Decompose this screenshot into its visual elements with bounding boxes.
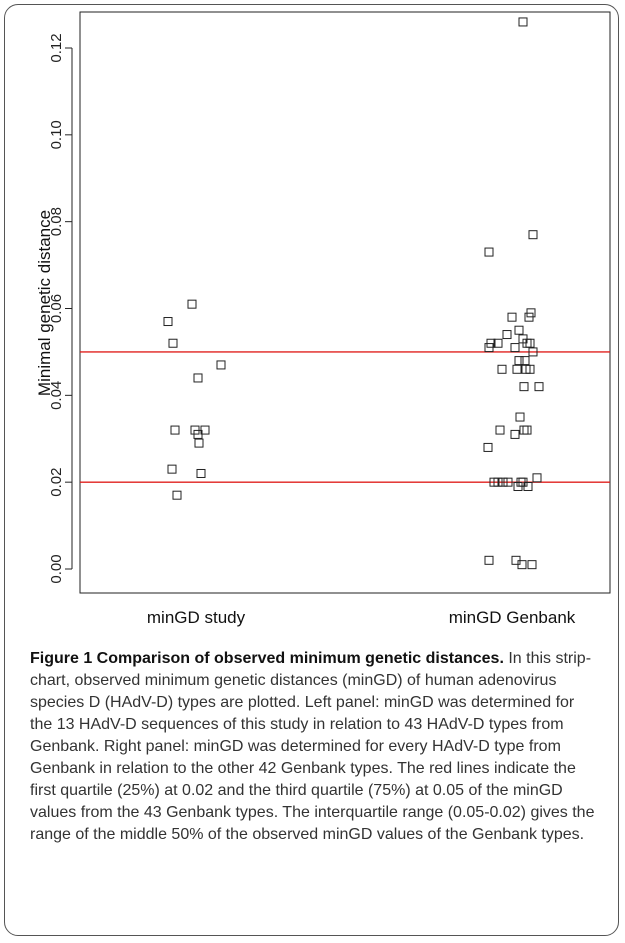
caption-text: In this strip-chart, observed minimum ge…	[30, 650, 595, 843]
genbank-point	[498, 477, 508, 487]
study-point	[194, 438, 204, 448]
y-axis-ticks: 0.00 0.02 0.04 0.06 0.08 0.10 0.12	[48, 33, 72, 584]
x-category-label-genbank: minGD Genbank	[449, 608, 576, 627]
caption-title: Figure 1 Comparison of observed minimum …	[30, 650, 504, 667]
genbank-point	[484, 555, 494, 565]
genbank-point	[528, 230, 538, 240]
genbank-point	[524, 312, 534, 322]
genbank-point	[527, 560, 537, 570]
study-point	[170, 425, 180, 435]
study-point	[216, 360, 226, 370]
genbank-point	[528, 347, 538, 357]
genbank-point	[522, 425, 532, 435]
genbank-point	[495, 425, 505, 435]
genbank-point	[514, 325, 524, 335]
study-point	[196, 468, 206, 478]
y-axis-label: Minimal genetic distance	[35, 210, 54, 396]
genbank-point	[512, 364, 522, 374]
study-point	[200, 425, 210, 435]
genbank-point	[532, 473, 542, 483]
genbank-point	[510, 429, 520, 439]
genbank-point	[507, 312, 517, 322]
genbank-point	[517, 560, 527, 570]
y-tick-label: 0.12	[48, 33, 65, 62]
y-tick-label: 0.06	[48, 294, 65, 323]
genbank-point	[484, 247, 494, 257]
strip-chart: 0.00 0.02 0.04 0.06 0.08 0.10 0.12 Minimal gen…	[35, 11, 611, 627]
genbank-point	[510, 343, 520, 353]
genbank-point	[493, 477, 503, 487]
y-tick-label: 0.08	[48, 207, 65, 236]
figure-frame	[4, 4, 619, 936]
figure-caption: Figure 1 Comparison of observed minimum …	[30, 648, 595, 846]
genbank-point	[493, 338, 503, 348]
study-point	[168, 338, 178, 348]
genbank-point	[514, 356, 524, 366]
genbank-point	[484, 343, 494, 353]
study-point	[163, 317, 173, 327]
y-tick-label: 0.04	[48, 381, 65, 410]
genbank-point	[502, 330, 512, 340]
genbank-point	[518, 334, 528, 344]
y-tick-label: 0.10	[48, 120, 65, 149]
genbank-point	[497, 364, 507, 374]
genbank-point	[519, 425, 529, 435]
genbank-point	[520, 356, 530, 366]
data-points	[163, 17, 544, 570]
x-category-label-study: minGD study	[147, 608, 246, 627]
y-tick-label: 0.00	[48, 554, 65, 583]
study-point	[193, 373, 203, 383]
genbank-point	[523, 482, 533, 492]
genbank-point	[519, 382, 529, 392]
study-point	[172, 490, 182, 500]
genbank-point	[525, 364, 535, 374]
genbank-point	[518, 17, 528, 27]
genbank-point	[513, 482, 523, 492]
study-point	[187, 299, 197, 309]
genbank-point	[534, 382, 544, 392]
genbank-point	[503, 477, 513, 487]
y-tick-label: 0.02	[48, 468, 65, 497]
plot-box	[79, 11, 611, 594]
genbank-point	[515, 412, 525, 422]
study-point	[167, 464, 177, 474]
genbank-point	[483, 442, 493, 452]
